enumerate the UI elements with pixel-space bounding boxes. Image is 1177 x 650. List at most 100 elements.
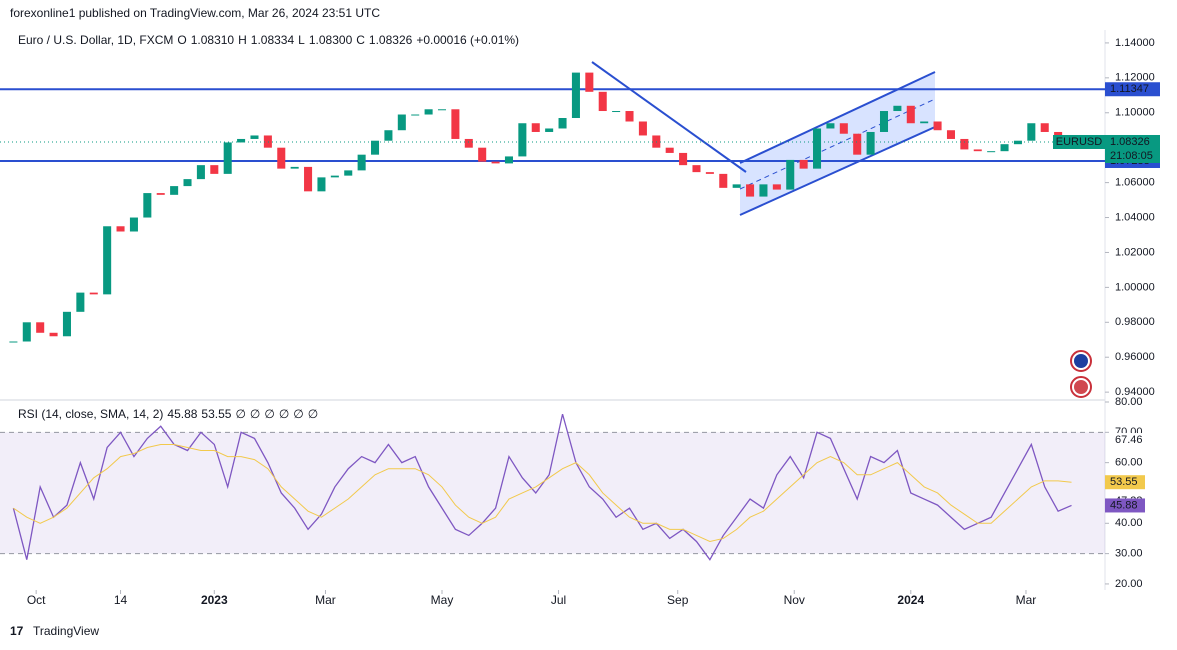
candle xyxy=(411,114,420,116)
rsi-y-tick-label: 60.00 xyxy=(1115,457,1143,469)
candle xyxy=(397,114,406,131)
candle xyxy=(973,149,982,152)
candle xyxy=(946,130,955,139)
y-tick-label: 1.02000 xyxy=(1115,246,1155,258)
candle xyxy=(585,72,594,92)
legend-item: 1.08334 xyxy=(251,33,295,47)
candle xyxy=(705,172,714,174)
legend-item: RSI (14, close, SMA, 14, 2) xyxy=(18,407,163,421)
candle xyxy=(464,138,473,148)
candle xyxy=(719,173,728,188)
candle xyxy=(156,193,165,195)
candle xyxy=(263,135,272,148)
candle xyxy=(638,121,647,136)
last-price-tag xyxy=(1105,134,1160,163)
rsi-level-bg xyxy=(1107,433,1157,448)
candle xyxy=(424,109,433,115)
candle xyxy=(839,123,848,134)
x-tick-label: Nov xyxy=(784,593,805,607)
candle xyxy=(330,175,339,178)
candle xyxy=(692,165,701,173)
x-tick-label: 2024 xyxy=(897,593,924,607)
candle xyxy=(813,128,822,169)
candle xyxy=(36,322,45,333)
logo: 17 xyxy=(10,624,24,638)
channel-top xyxy=(739,71,936,164)
candle xyxy=(1000,144,1009,152)
candle xyxy=(22,322,31,342)
legend-item: C xyxy=(356,33,365,47)
candle xyxy=(9,341,18,343)
candle xyxy=(732,184,741,188)
candle xyxy=(371,140,380,155)
x-tick-label: 2023 xyxy=(201,593,228,607)
candle xyxy=(799,159,808,169)
candle xyxy=(1027,123,1036,141)
rsi-line xyxy=(13,443,1072,543)
candle xyxy=(103,226,112,295)
candle xyxy=(853,133,862,155)
legend-item: ∅ xyxy=(293,407,303,421)
candle xyxy=(183,179,192,187)
price-line-tag xyxy=(1105,82,1160,97)
candle xyxy=(759,184,768,197)
candle xyxy=(879,111,889,132)
symbol-tag-label: EURUSD xyxy=(1056,136,1103,148)
candle xyxy=(518,123,527,157)
legend-item: 1.08310 xyxy=(191,33,235,47)
x-tick-label: Mar xyxy=(315,593,336,607)
candle xyxy=(625,111,634,122)
rsi-value-label: 53.55 xyxy=(1110,476,1138,488)
candle xyxy=(357,154,366,171)
y-tick-label: 1.10000 xyxy=(1115,107,1155,119)
candle xyxy=(866,131,875,155)
price-line-label: 1.11347 xyxy=(1110,83,1149,95)
y-tick-label: 1.12000 xyxy=(1115,72,1155,84)
legend-item: ∅ xyxy=(264,407,274,421)
legend-item: 53.55 xyxy=(201,407,231,421)
candle xyxy=(491,161,500,164)
candle xyxy=(960,138,969,150)
rsi-value-tag xyxy=(1105,475,1145,490)
candle xyxy=(129,217,138,232)
candle xyxy=(665,147,674,153)
candle xyxy=(679,152,688,166)
rsi-level-label: 67.46 xyxy=(1115,434,1143,446)
legend-item: Euro / U.S. Dollar, 1D, FXCM xyxy=(18,33,173,47)
candle xyxy=(89,292,98,295)
candle xyxy=(571,72,580,119)
candle xyxy=(384,130,393,141)
candle xyxy=(210,165,219,174)
y-tick-label: 0.94000 xyxy=(1115,386,1155,398)
legend-item: ∅ xyxy=(235,407,245,421)
candle xyxy=(49,332,58,337)
candle xyxy=(531,123,540,132)
us-flag-inner xyxy=(1074,380,1088,394)
y-tick-label: 1.06000 xyxy=(1115,177,1155,189)
legend-item: O xyxy=(177,33,186,47)
candle xyxy=(304,166,313,192)
countdown: 21:08:05 xyxy=(1110,150,1153,162)
candle xyxy=(558,118,567,129)
legend-item: H xyxy=(238,33,247,47)
candle xyxy=(893,105,902,112)
legend-item: 1.08300 xyxy=(309,33,353,47)
rsi-band xyxy=(0,432,1105,554)
candle xyxy=(76,292,85,312)
eu-flag-inner xyxy=(1074,354,1088,368)
candle xyxy=(1013,140,1022,145)
candle xyxy=(746,184,755,197)
candle xyxy=(237,138,246,143)
x-tick-label: Oct xyxy=(27,593,46,607)
candle xyxy=(277,147,286,169)
candle xyxy=(772,184,781,190)
candle xyxy=(612,111,621,113)
candle xyxy=(250,135,259,139)
candle xyxy=(290,166,299,169)
published: forexonline1 published on TradingView.co… xyxy=(10,6,380,20)
rsi-y-tick-label: 20.00 xyxy=(1115,578,1143,590)
candle xyxy=(478,147,487,162)
channel-bottom xyxy=(739,126,936,216)
rsi-y-tick-label: 80.00 xyxy=(1115,396,1143,408)
